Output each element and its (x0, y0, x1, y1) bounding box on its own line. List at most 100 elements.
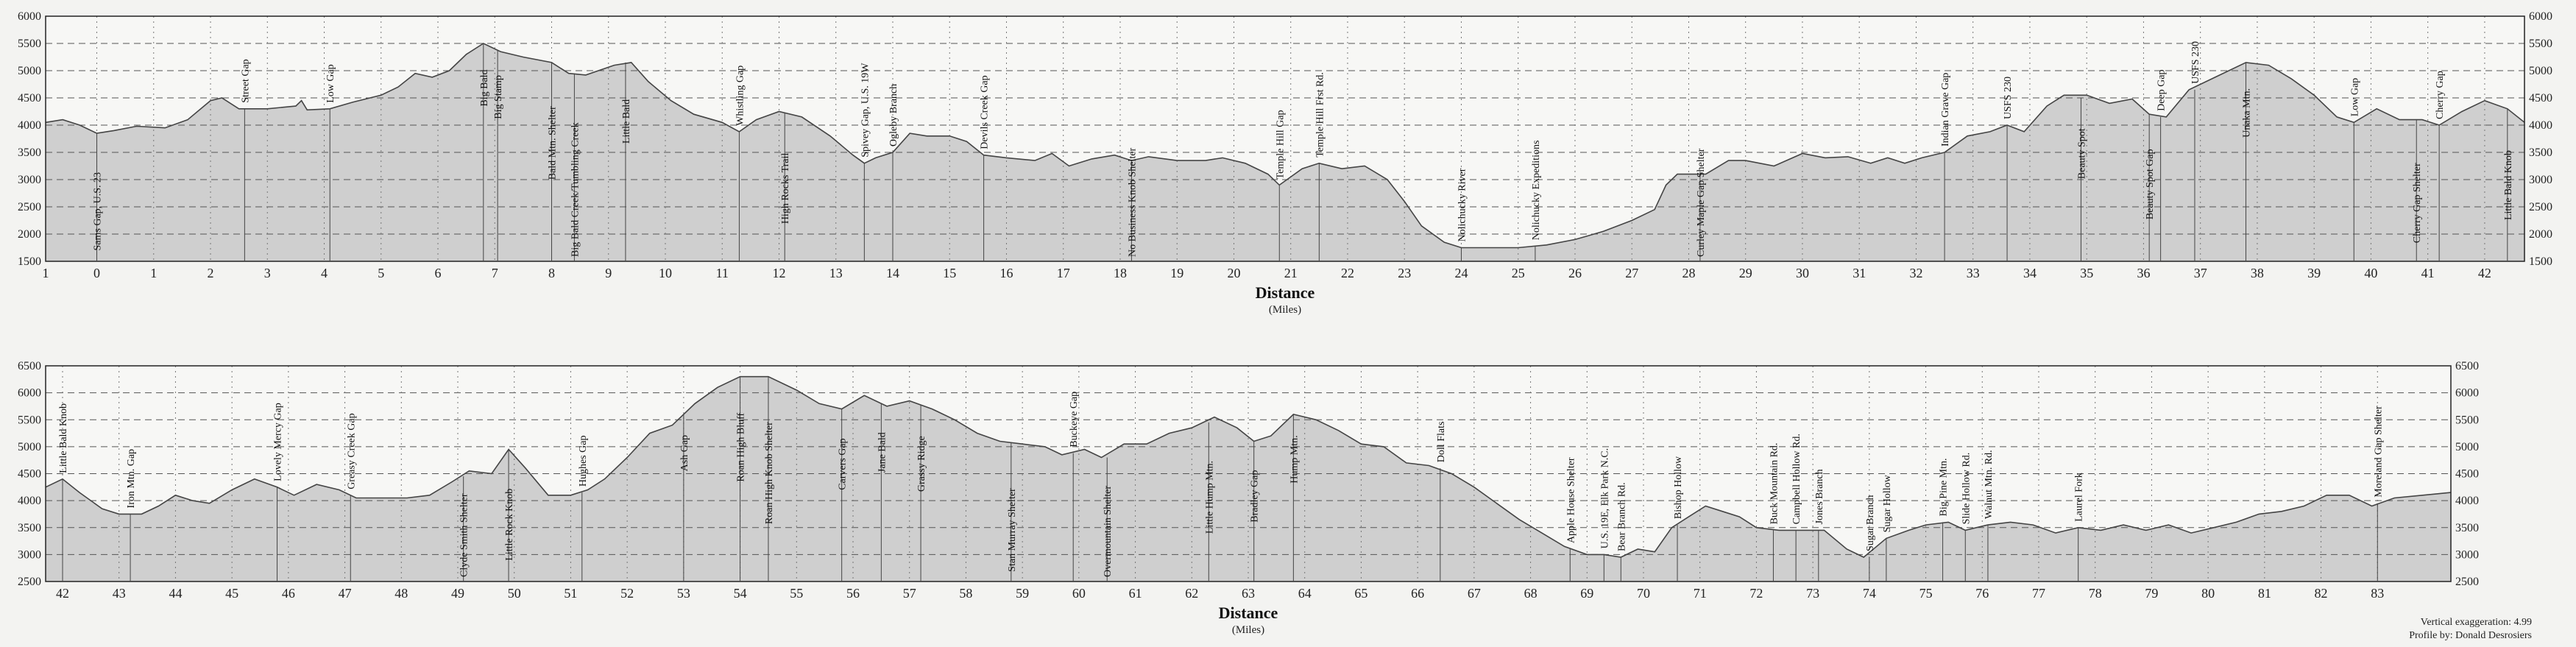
x-tick-label: 31 (1853, 266, 1866, 280)
y-tick-label-left: 6000 (18, 10, 41, 23)
x-tick-label: 25 (1512, 266, 1525, 280)
landmark-label: Cherry Gap (2435, 71, 2446, 119)
x-tick-label: 74 (1863, 586, 1876, 601)
x-tick-label: 42 (56, 586, 69, 601)
x-tick-label: 36 (2137, 266, 2150, 280)
x-tick-label: 17 (1057, 266, 1070, 280)
x-tick-label: 42 (2478, 266, 2491, 280)
x-axis-units: (Miles) (1269, 304, 1301, 316)
landmark-label: Jane Bald (877, 432, 888, 473)
x-tick-label: 5 (378, 266, 384, 280)
y-tick-label-left: 3000 (18, 548, 41, 561)
y-tick-label-left: 2500 (18, 576, 41, 588)
x-tick-label: 3 (264, 266, 271, 280)
landmark-label: Roan High Knob Shelter (764, 422, 775, 524)
y-tick-label-right: 6000 (2529, 10, 2552, 23)
landmark-label: Sams Gap, U.S. 23 (93, 172, 104, 251)
x-tick-label: 40 (2364, 266, 2377, 280)
x-tick-label: 82 (2315, 586, 2328, 601)
landmark-label: Temple Hill Gap (1275, 110, 1286, 180)
x-tick-label: 0 (93, 266, 100, 280)
plot-frame (45, 365, 2452, 582)
landmark-label: Little Bald Knob (2503, 150, 2514, 220)
landmark-label: Curley Maple Gap Shelter (1696, 148, 1707, 257)
landmark-label: Street Gap (240, 59, 251, 102)
x-tick-label: 11 (716, 266, 729, 280)
landmark-label: U.S. 19E, Elk Park N.C. (1599, 448, 1610, 549)
y-tick-label-left: 2500 (18, 201, 41, 213)
y-tick-label-right: 2500 (2455, 576, 2479, 588)
landmark-label: Low Gap (2349, 78, 2360, 117)
landmark-label: Big Bald (479, 69, 490, 106)
x-tick-label: 1 (43, 266, 49, 280)
x-tick-label: 24 (1454, 266, 1468, 280)
x-tick-label: 43 (113, 586, 126, 601)
x-tick-label: 22 (1341, 266, 1354, 280)
landmark-label: No Business Knob Shelter (1127, 148, 1138, 258)
landmark-label: Walnut Mtn. Rd. (1984, 450, 1995, 519)
x-tick-label: 4 (321, 266, 328, 280)
landmark-label: Stan Murray Shelter (1007, 488, 1018, 572)
landmark-label: Doll Flats (1436, 422, 1447, 463)
x-tick-label: 62 (1185, 586, 1198, 601)
landmark-label: Slide Hollow Rd. (1961, 453, 1972, 525)
y-tick-label-right: 5000 (2529, 65, 2552, 77)
landmark-label: Deep Gap (2156, 70, 2168, 111)
x-tick-label: 8 (548, 266, 555, 280)
vertical-exaggeration-note: Vertical exaggeration: 4.99 (2420, 617, 2532, 628)
x-tick-label: 10 (659, 266, 672, 280)
landmark-label: Big Stamp (493, 75, 504, 119)
x-tick-label: 46 (282, 586, 295, 601)
x-tick-label: 53 (677, 586, 690, 601)
landmark-label: Carvers Gap (838, 438, 849, 489)
x-tick-label: 26 (1568, 266, 1582, 280)
landmark-label: Roan High Bluff (736, 412, 747, 481)
landmark-label: Buckeye Gap (1069, 392, 1080, 448)
landmark-label: Little Rock Knob (504, 489, 515, 561)
landmark-label: Bald Mtn. Shelter (548, 106, 559, 180)
credits: Vertical exaggeration: 4.99 Profile by: … (2409, 616, 2532, 643)
landmark-label: Beauty Spot (2076, 128, 2087, 179)
x-tick-label: 39 (2307, 266, 2321, 280)
x-tick-label: 83 (2371, 586, 2384, 601)
x-tick-label: 63 (1242, 586, 1255, 601)
terrain-outline (45, 43, 2525, 249)
x-tick-label: 35 (2080, 266, 2093, 280)
landmark-label: Overmountain Shelter (1103, 486, 1114, 577)
y-tick-label-left: 5500 (18, 414, 41, 426)
x-tick-label: 51 (564, 586, 577, 601)
x-tick-label: 15 (943, 266, 956, 280)
x-tick-label: 32 (1909, 266, 1922, 280)
y-tick-label-left: 5000 (18, 441, 41, 453)
x-tick-label: 18 (1114, 266, 1127, 280)
x-tick-label: 41 (2421, 266, 2435, 280)
x-tick-label: 80 (2201, 586, 2215, 601)
landmark-label: Low Gap (325, 64, 336, 103)
x-tick-label: 13 (829, 266, 843, 280)
landmark-label: Unaka Mtn. (2241, 88, 2252, 138)
y-tick-label-right: 6500 (2455, 360, 2479, 372)
x-axis-title: Distance (1219, 604, 1278, 622)
x-tick-label: 21 (1284, 266, 1298, 280)
landmark-label: Bradley Gap (1250, 470, 1261, 523)
x-tick-label: 37 (2194, 266, 2207, 280)
x-tick-label: 1 (150, 266, 157, 280)
x-tick-label: 28 (1682, 266, 1695, 280)
x-tick-label: 57 (903, 586, 916, 601)
x-tick-label: 27 (1625, 266, 1638, 280)
x-tick-label: 67 (1468, 586, 1481, 601)
landmark-label: Spivey Gap, U.S. 19W (860, 63, 871, 158)
y-tick-label-right: 6000 (2455, 387, 2479, 400)
landmark-label: Campbell Hollow Rd. (1791, 434, 1802, 524)
landmark-label: Ogleby Branch (888, 84, 899, 146)
y-tick-label-left: 3500 (18, 146, 41, 159)
x-tick-label: 81 (2258, 586, 2271, 601)
landmark-label: Little Bald (621, 99, 632, 144)
x-tick-label: 33 (1967, 266, 1980, 280)
x-tick-label: 34 (2023, 266, 2037, 280)
x-tick-label: 59 (1016, 586, 1029, 601)
x-tick-label: 61 (1129, 586, 1142, 601)
x-tick-label: 30 (1796, 266, 1809, 280)
landmark-label: Temple Hill Frst Rd. (1314, 72, 1326, 158)
landmark-label: Cherry Gap Shelter (2412, 163, 2423, 243)
